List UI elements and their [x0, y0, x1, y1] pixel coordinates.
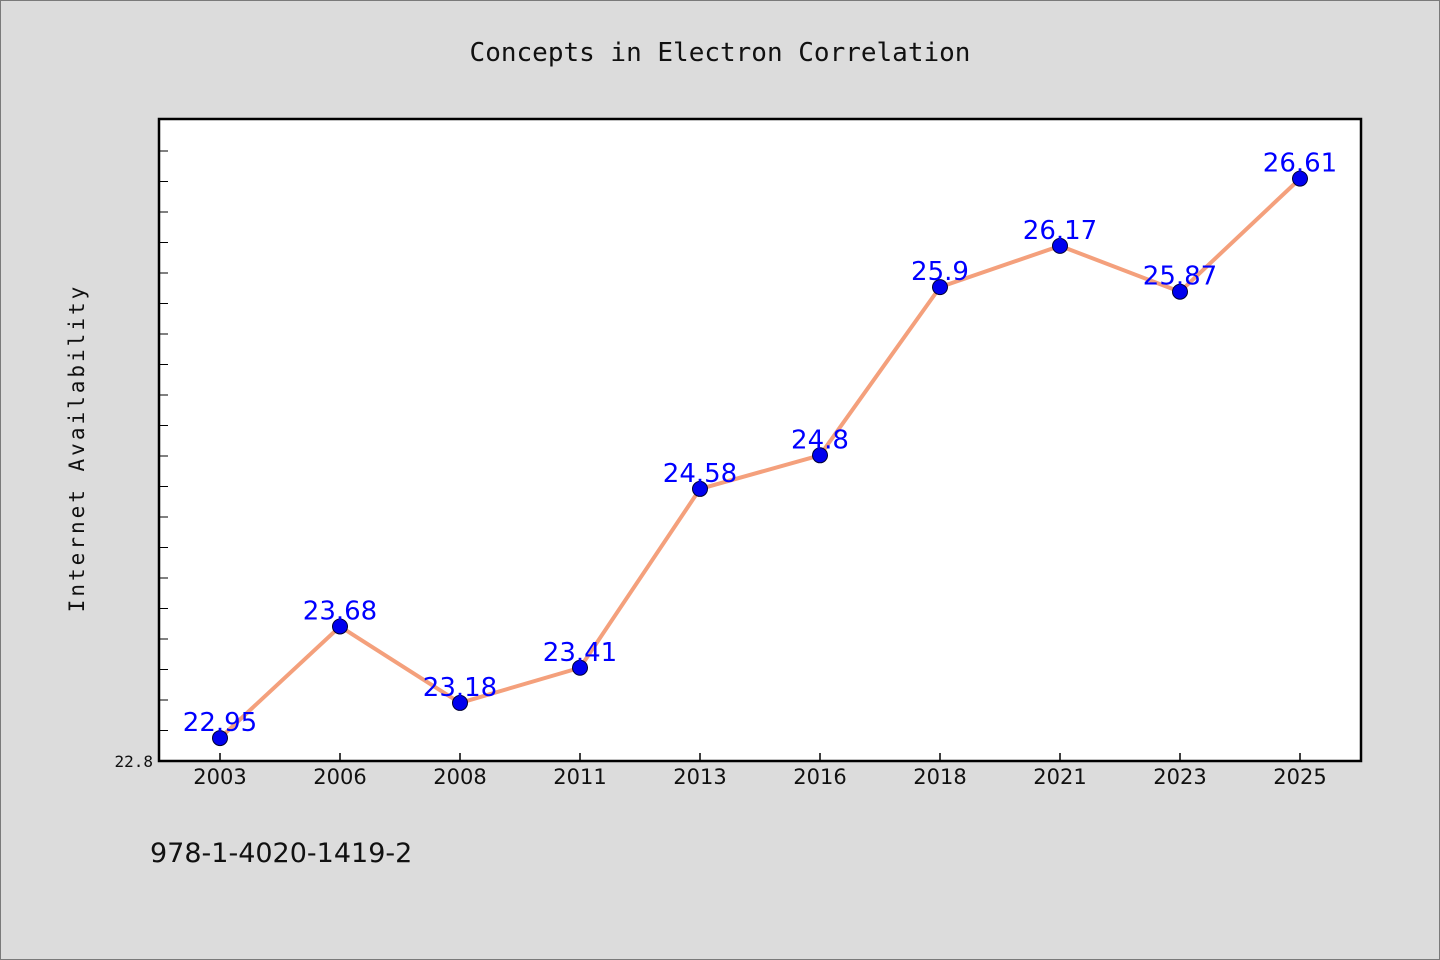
chart-title: Concepts in Electron Correlation [470, 38, 971, 68]
x-tick-label: 2025 [1273, 765, 1326, 789]
x-tick-label: 2008 [433, 765, 486, 789]
x-tick-label: 2011 [553, 765, 606, 789]
data-point-marker [572, 659, 588, 676]
data-point-label: 25.87 [1143, 262, 1217, 292]
data-point-marker [1172, 283, 1188, 300]
y-axis-ticks [159, 150, 168, 731]
data-point-label: 24.58 [663, 459, 737, 489]
x-tick-label: 2021 [1033, 765, 1086, 789]
data-point-label: 26.61 [1263, 149, 1337, 179]
series-markers [212, 170, 1308, 747]
x-axis-ticks [219, 753, 1301, 761]
data-point-marker [332, 618, 348, 635]
series-lines [218, 176, 1302, 741]
data-point-marker [212, 730, 228, 747]
data-point-marker [692, 480, 708, 497]
data-point-marker [452, 694, 468, 711]
x-tick-label: 2006 [313, 765, 366, 789]
data-point-marker [1292, 170, 1308, 187]
y-tick-label: 22.8 [114, 752, 153, 771]
x-tick-label: 2023 [1153, 765, 1206, 789]
data-point-label: 26.17 [1023, 216, 1097, 246]
x-tick-label: 2013 [673, 765, 726, 789]
data-point-label: 23.41 [543, 638, 617, 668]
data-point-marker [1052, 237, 1068, 254]
plot-area [157, 117, 1363, 763]
data-point-label: 24.8 [791, 425, 849, 455]
data-point-marker [812, 447, 828, 464]
data-point-label: 23.18 [423, 673, 497, 703]
data-point-marker [932, 279, 948, 296]
point-labels: 22.95 23.68 23.18 23.41 24.58 24.8 25.9 26.17 25… [183, 149, 1337, 738]
y-axis-tick-labels: 22.8 [114, 752, 153, 771]
x-axis-tick-labels: 2003 2006 2008 2011 2013 2016 2018 2021 2023 2025 [193, 765, 1326, 789]
x-tick-label: 2018 [913, 765, 966, 789]
x-tick-label: 2003 [193, 765, 246, 789]
y-axis-label: Internet Availability [65, 284, 89, 613]
data-point-label: 25.9 [911, 257, 969, 287]
data-point-label: 23.68 [303, 596, 377, 626]
data-point-label: 22.95 [183, 708, 257, 738]
footer-isbn-text: 978-1-4020-1419-2 [150, 838, 412, 869]
x-tick-label: 2016 [793, 765, 846, 789]
series-line [218, 176, 1302, 741]
